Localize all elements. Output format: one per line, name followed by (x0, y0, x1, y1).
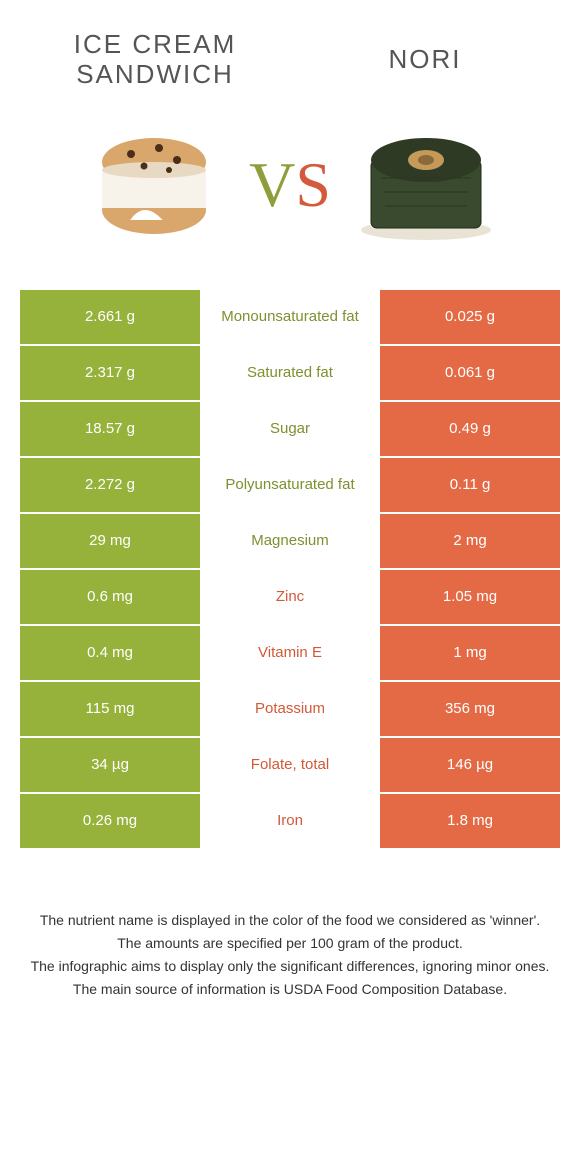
table-row: 0.26 mgIron1.8 mg (20, 794, 560, 850)
nutrient-label: Monounsaturated fat (200, 290, 380, 346)
table-row: 2.272 gPolyunsaturated fat0.11 g (20, 458, 560, 514)
table-row: 18.57 gSugar0.49 g (20, 402, 560, 458)
nutrient-label: Saturated fat (200, 346, 380, 402)
table-row: 115 mgPotassium356 mg (20, 682, 560, 738)
right-value: 0.11 g (380, 458, 560, 514)
nutrient-label: Zinc (200, 570, 380, 626)
left-value: 115 mg (20, 682, 200, 738)
vs-v: V (249, 148, 295, 222)
nutrient-label: Potassium (200, 682, 380, 738)
left-value: 34 µg (20, 738, 200, 794)
left-value: 0.4 mg (20, 626, 200, 682)
table-row: 0.4 mgVitamin E1 mg (20, 626, 560, 682)
nutrient-label: Polyunsaturated fat (200, 458, 380, 514)
titles-row: ICE CREAM SANDWICH NORI (20, 30, 560, 90)
vs-label: VS (249, 148, 331, 222)
right-value: 2 mg (380, 514, 560, 570)
table-row: 29 mgMagnesium2 mg (20, 514, 560, 570)
food-right-image (341, 120, 511, 250)
table-row: 0.6 mgZinc1.05 mg (20, 570, 560, 626)
left-value: 18.57 g (20, 402, 200, 458)
nutrient-label: Folate, total (200, 738, 380, 794)
left-value: 0.26 mg (20, 794, 200, 850)
left-value: 2.661 g (20, 290, 200, 346)
nutrition-table: 2.661 gMonounsaturated fat0.025 g2.317 g… (20, 290, 560, 850)
left-value: 0.6 mg (20, 570, 200, 626)
vs-s: S (295, 148, 331, 222)
left-value: 2.272 g (20, 458, 200, 514)
left-value: 2.317 g (20, 346, 200, 402)
footer-line-2: The amounts are specified per 100 gram o… (20, 933, 560, 954)
right-value: 356 mg (380, 682, 560, 738)
right-value: 0.061 g (380, 346, 560, 402)
nutrient-label: Magnesium (200, 514, 380, 570)
food-left-title: ICE CREAM SANDWICH (20, 30, 290, 90)
nutrient-label: Vitamin E (200, 626, 380, 682)
footer-notes: The nutrient name is displayed in the co… (0, 910, 580, 1022)
nutrient-label: Iron (200, 794, 380, 850)
right-value: 1.05 mg (380, 570, 560, 626)
table-row: 2.317 gSaturated fat0.061 g (20, 346, 560, 402)
footer-line-4: The main source of information is USDA F… (20, 979, 560, 1000)
food-right-title: NORI (290, 45, 560, 75)
right-value: 1.8 mg (380, 794, 560, 850)
table-row: 34 µgFolate, total146 µg (20, 738, 560, 794)
footer-line-3: The infographic aims to display only the… (20, 956, 560, 977)
nutrient-label: Sugar (200, 402, 380, 458)
right-value: 146 µg (380, 738, 560, 794)
food-left-image (69, 120, 239, 250)
left-value: 29 mg (20, 514, 200, 570)
images-row: VS (20, 110, 560, 260)
right-value: 1 mg (380, 626, 560, 682)
table-row: 2.661 gMonounsaturated fat0.025 g (20, 290, 560, 346)
right-value: 0.025 g (380, 290, 560, 346)
right-value: 0.49 g (380, 402, 560, 458)
footer-line-1: The nutrient name is displayed in the co… (20, 910, 560, 931)
